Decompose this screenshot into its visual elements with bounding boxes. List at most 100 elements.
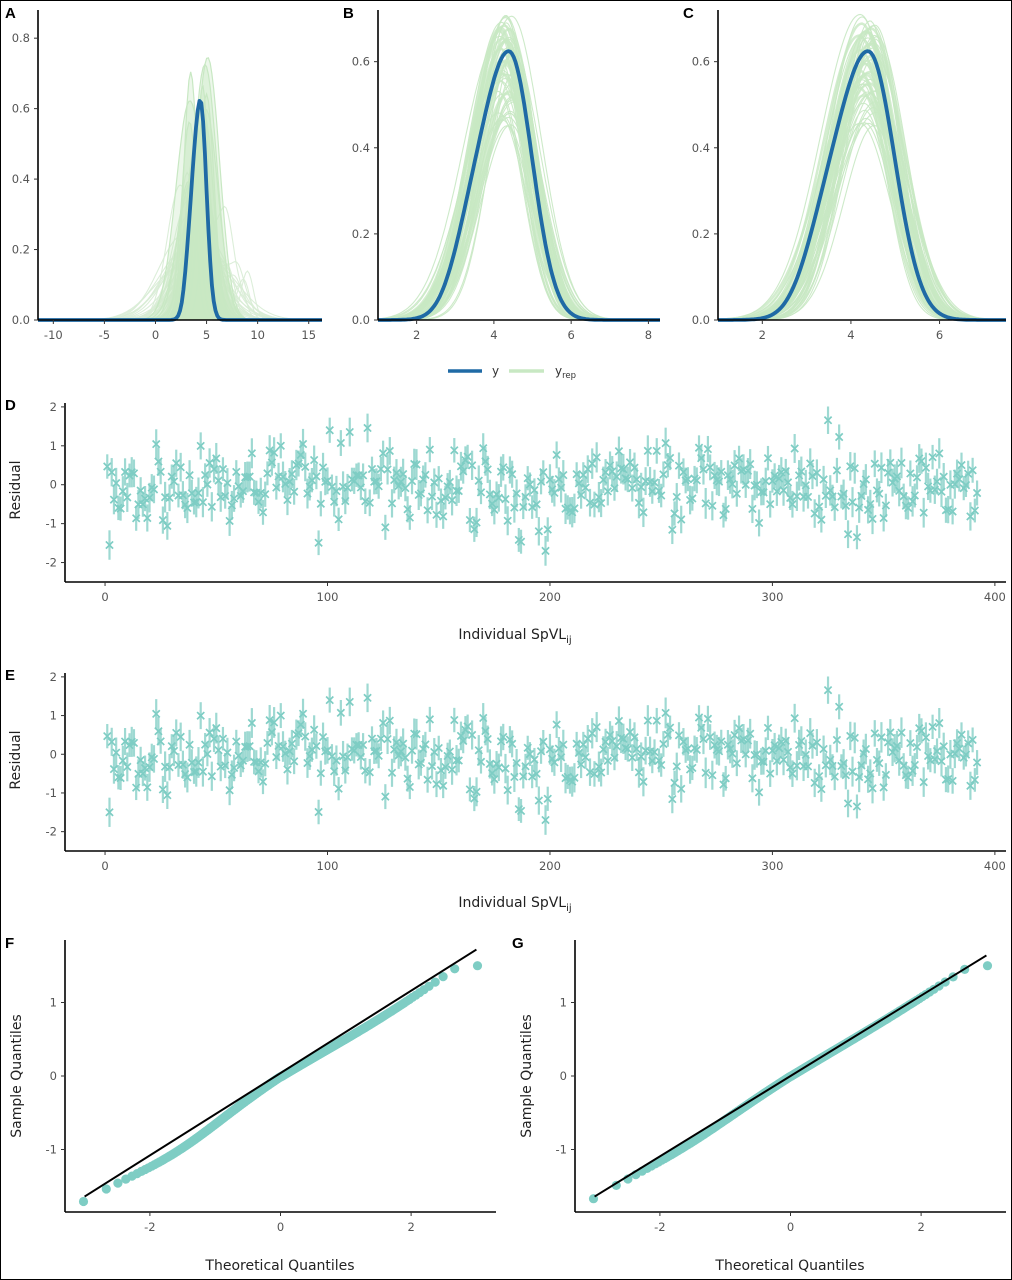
- residual-point: [287, 469, 297, 479]
- residual-point: [559, 470, 568, 480]
- residual-point: [659, 470, 668, 479]
- residual-point: [521, 492, 530, 502]
- residual-point: [792, 492, 802, 501]
- y-tick-label: 0.0: [12, 313, 30, 327]
- panel-label-b: B: [343, 5, 354, 22]
- y-tick-label: 1: [50, 439, 57, 453]
- y-tick-label: 0: [50, 1069, 57, 1083]
- residual-point: [463, 722, 472, 731]
- residual-point: [868, 514, 877, 524]
- residual-point: [596, 768, 606, 777]
- residual-point: [670, 778, 679, 788]
- residual-point: [948, 507, 957, 516]
- y-tick-label: 0: [50, 747, 57, 761]
- residual-point: [588, 729, 597, 738]
- y-tick-label: 0.6: [692, 55, 710, 69]
- residual-point: [832, 735, 842, 745]
- residual-point: [381, 792, 390, 801]
- x-tick-label: 8: [645, 328, 652, 342]
- residual-point: [612, 472, 621, 481]
- residual-point: [376, 734, 386, 743]
- x-tick-label: 0: [152, 328, 159, 342]
- residual-point: [111, 478, 121, 488]
- residual-point: [381, 523, 390, 532]
- residual-point: [423, 775, 432, 784]
- residual-point: [834, 702, 844, 712]
- residual-point: [103, 462, 112, 471]
- residual-point: [176, 463, 185, 472]
- y-tick-label: -1: [556, 1143, 567, 1157]
- residual-point: [425, 715, 435, 724]
- residual-point: [401, 753, 410, 762]
- residual-point: [143, 783, 152, 792]
- residual-point: [516, 806, 526, 816]
- x-tick-label: -2: [654, 1220, 665, 1234]
- qq-point: [982, 961, 993, 971]
- residual-point: [261, 759, 270, 768]
- x-tick-label: 15: [301, 328, 316, 342]
- residual-point: [688, 494, 697, 503]
- y-tick-label: 0.8: [12, 31, 30, 45]
- residual-point: [701, 499, 710, 508]
- residual-point: [612, 742, 621, 751]
- residual-point: [143, 513, 152, 523]
- residual-point: [763, 454, 773, 463]
- residual-point: [309, 455, 319, 465]
- residual-point: [779, 486, 788, 495]
- residual-point: [948, 776, 957, 786]
- residual-point: [450, 446, 459, 455]
- residual-point: [378, 718, 388, 728]
- residual-point: [472, 518, 481, 527]
- residual-point: [745, 729, 755, 738]
- residual-point: [376, 464, 386, 474]
- y-tick-label: -1: [46, 1143, 57, 1157]
- residual-point: [129, 469, 139, 478]
- residual-point: [968, 466, 977, 475]
- residual-point: [314, 807, 323, 817]
- x-tick-label: 300: [761, 590, 783, 604]
- residual-point: [334, 515, 343, 524]
- residual-point: [732, 489, 742, 498]
- residual-point: [149, 754, 159, 764]
- residual-point: [783, 747, 793, 757]
- residual-point: [198, 498, 208, 507]
- residual-point: [332, 486, 341, 496]
- residual-point: [808, 741, 817, 750]
- residual-point: [935, 718, 944, 728]
- panel-label-a: A: [5, 5, 16, 22]
- residual-point: [632, 475, 641, 484]
- qq-point: [113, 1178, 123, 1188]
- residual-point: [683, 475, 693, 484]
- residual-point: [156, 467, 165, 476]
- x-tick-label: 10: [250, 328, 265, 342]
- residual-point: [674, 461, 684, 470]
- residual-point: [263, 738, 272, 748]
- residual-point: [761, 746, 770, 755]
- y-tick-label: 1: [50, 709, 57, 723]
- residual-point: [527, 772, 537, 781]
- density-plot-a: -10 -5 0 5 10 15 0.0 0.2 0.4 0.6 0.8: [12, 10, 323, 342]
- residual-point: [910, 491, 919, 500]
- residual-point: [465, 515, 475, 525]
- residual-point: [861, 744, 871, 754]
- qq-point: [430, 977, 440, 987]
- panel-label-e: E: [5, 667, 15, 684]
- residual-point: [846, 462, 855, 471]
- residual-point: [957, 460, 966, 470]
- residual-point: [283, 765, 292, 774]
- residual-point: [323, 746, 332, 755]
- residual-point: [374, 482, 383, 491]
- residual-point: [570, 773, 579, 782]
- residual-point: [721, 504, 730, 514]
- residual-point: [748, 774, 757, 783]
- residual-point: [841, 770, 851, 780]
- residual-point: [245, 472, 254, 481]
- residual-point: [650, 478, 659, 487]
- residual-point: [670, 509, 679, 518]
- residual-point: [183, 773, 192, 782]
- x-tick-label: 0: [101, 859, 108, 873]
- y-tick-label: 0.4: [352, 141, 370, 155]
- residual-point: [129, 738, 139, 748]
- density-plot-b: 2 4 6 8 0.0 0.2 0.4 0.6: [352, 10, 661, 342]
- residual-point: [123, 762, 132, 772]
